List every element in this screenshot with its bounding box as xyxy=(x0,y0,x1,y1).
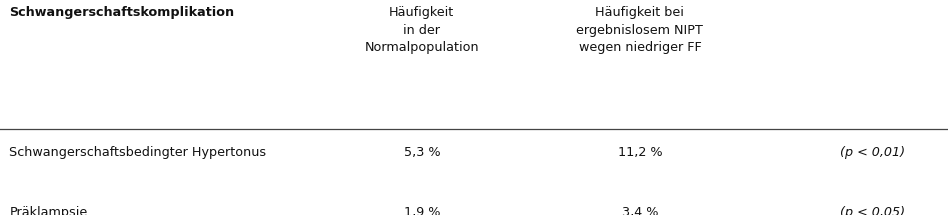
Text: 11,2 %: 11,2 % xyxy=(617,146,663,159)
Text: 5,3 %: 5,3 % xyxy=(404,146,440,159)
Text: Häufigkeit bei
ergebnislosem NIPT
wegen niedriger FF: Häufigkeit bei ergebnislosem NIPT wegen … xyxy=(576,6,703,54)
Text: Schwangerschaftsbedingter Hypertonus: Schwangerschaftsbedingter Hypertonus xyxy=(9,146,266,159)
Text: (p < 0,01): (p < 0,01) xyxy=(840,146,904,159)
Text: Schwangerschaftskomplikation: Schwangerschaftskomplikation xyxy=(9,6,234,19)
Text: (p < 0,05): (p < 0,05) xyxy=(840,206,904,215)
Text: Häufigkeit
in der
Normalpopulation: Häufigkeit in der Normalpopulation xyxy=(365,6,479,54)
Text: Präklampsie: Präklampsie xyxy=(9,206,88,215)
Text: 1,9 %: 1,9 % xyxy=(404,206,440,215)
Text: 3,4 %: 3,4 % xyxy=(622,206,658,215)
